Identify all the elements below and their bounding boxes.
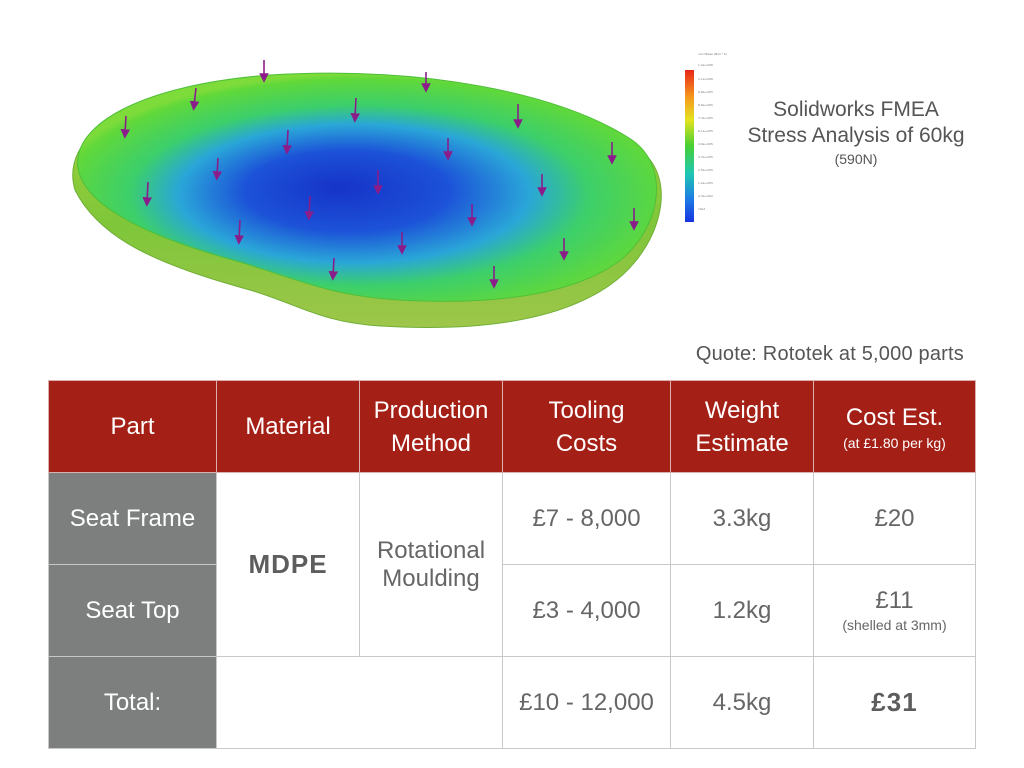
svg-text:1.2e+006: 1.2e+006 — [698, 63, 713, 67]
header-cost-sub: (at £1.80 per kg) — [843, 435, 946, 451]
svg-text:2.3e+002: 2.3e+002 — [698, 194, 713, 198]
material-cell: MDPE — [216, 472, 360, 657]
caption-line-3: (590N) — [834, 151, 878, 167]
header-production-method: Production Method — [359, 380, 503, 473]
svg-text:7.3e+005: 7.3e+005 — [698, 116, 713, 120]
total-label: Total: — [48, 656, 217, 749]
stress-legend: von Mises (N/m^2) 1.2e+006 1.1e+006 9.8e… — [685, 52, 727, 222]
table-row: Seat Frame MDPE Rotational Moulding £7 -… — [48, 472, 976, 657]
total-empty-cell — [216, 656, 503, 749]
analysis-caption: Solidworks FMEA Stress Analysis of 60kg … — [738, 97, 974, 169]
header-cost-estimate: Cost Est. (at £1.80 per kg) — [813, 380, 976, 473]
header-material: Material — [216, 380, 360, 473]
method-cell: Rotational Moulding — [359, 472, 503, 657]
caption-line-1: Solidworks FMEA — [773, 98, 939, 121]
svg-text:8.6e+005: 8.6e+005 — [698, 103, 713, 107]
header-method-line-1: Production — [373, 396, 489, 424]
cost-seat-frame: £20 — [813, 472, 976, 565]
cost-seat-top-note: (shelled at 3mm) — [842, 616, 947, 633]
quote-text: Quote: Rototek at 5,000 parts — [695, 343, 964, 365]
svg-text:2.5e+005: 2.5e+005 — [698, 168, 713, 172]
method-line-1: Rotational — [376, 536, 486, 564]
legend-color-bar — [685, 70, 694, 222]
header-weight-estimate: Weight Estimate — [670, 380, 814, 473]
load-arrows — [120, 60, 639, 289]
row-part-seat-frame: Seat Frame — [48, 472, 217, 565]
tooling-seat-frame: £7 - 8,000 — [502, 472, 671, 565]
header-weight-line-2: Estimate — [695, 429, 789, 457]
weight-seat-top: 1.2kg — [670, 564, 814, 657]
weight-seat-frame: 3.3kg — [670, 472, 814, 565]
header-method-line-2: Method — [390, 429, 472, 457]
fea-stress-render: von Mises (N/m^2) 1.2e+006 1.1e+006 9.8e… — [72, 52, 727, 328]
method-line-2: Moulding — [382, 564, 480, 592]
header-tooling-costs: Tooling Costs — [502, 380, 671, 473]
total-cost: £31 — [813, 656, 976, 749]
cost-seat-top: £11 — [875, 586, 914, 614]
header-tooling-line-2: Costs — [555, 429, 618, 457]
svg-text:4.9e+005: 4.9e+005 — [698, 142, 713, 146]
svg-text:von Mises (N/m^2): von Mises (N/m^2) — [698, 52, 727, 56]
cost-seat-top-cell: £11 (shelled at 3mm) — [813, 564, 976, 657]
table-header-row: Part Material Production Method Tooling … — [48, 380, 976, 473]
svg-text:9.8e+005: 9.8e+005 — [698, 90, 713, 94]
header-weight-line-1: Weight — [704, 396, 780, 424]
header-part: Part — [48, 380, 217, 473]
svg-text:1.1e+006: 1.1e+006 — [698, 77, 713, 81]
header-tooling-line-1: Tooling — [548, 396, 625, 424]
caption-line-2: Stress Analysis of 60kg — [747, 124, 965, 147]
header-cost-label: Cost Est. — [845, 404, 944, 431]
svg-text:1.2e+005: 1.2e+005 — [698, 181, 713, 185]
row-part-seat-top: Seat Top — [48, 564, 217, 657]
svg-text:Yield: Yield — [698, 207, 705, 211]
total-weight: 4.5kg — [670, 656, 814, 749]
seat-top-surface — [77, 72, 657, 302]
cost-table: Part Material Production Method Tooling … — [48, 380, 976, 749]
svg-text:3.7e+005: 3.7e+005 — [698, 155, 713, 159]
tooling-seat-top: £3 - 4,000 — [502, 564, 671, 657]
table-row: Seat Top £3 - 4,000 1.2kg £11 (shelled a… — [48, 564, 976, 657]
total-tooling: £10 - 12,000 — [502, 656, 671, 749]
svg-text:6.1e+005: 6.1e+005 — [698, 129, 713, 133]
table-total-row: Total: £10 - 12,000 4.5kg £31 — [48, 656, 976, 749]
